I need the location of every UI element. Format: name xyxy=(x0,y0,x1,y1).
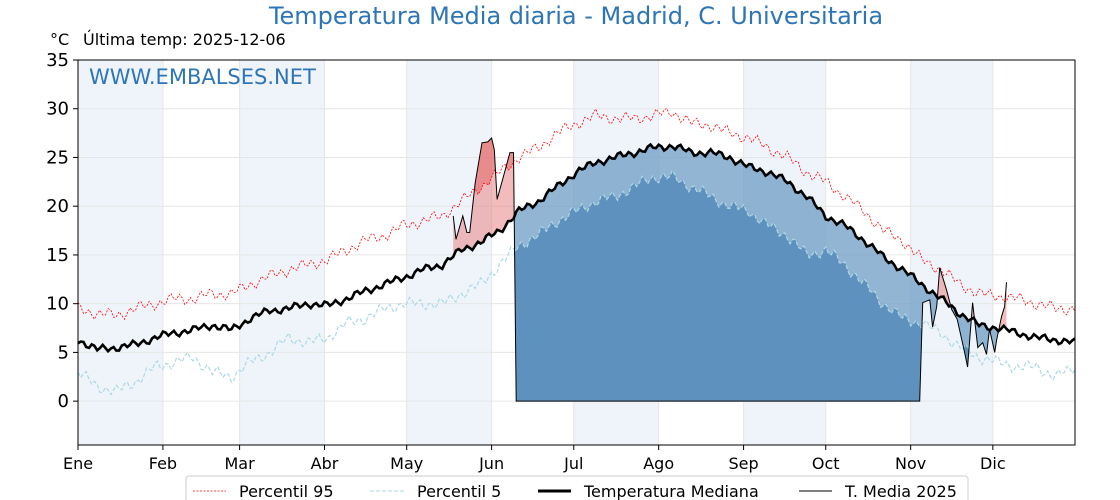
x-tick-label: Jul xyxy=(563,454,583,473)
x-tick-label: May xyxy=(390,454,423,473)
p5-line xyxy=(77,169,1076,396)
watermark: WWW.EMBALSES.NET xyxy=(89,65,316,89)
month-band xyxy=(406,60,492,445)
x-tick-label: Dic xyxy=(980,454,1006,473)
y-tick-label: 20 xyxy=(46,196,69,217)
legend: Percentil 95 Percentil 5 Temperatura Med… xyxy=(185,475,969,500)
legend-box xyxy=(185,475,969,500)
y-tick-label: 25 xyxy=(46,147,69,168)
legend-median-label: Temperatura Mediana xyxy=(583,482,759,500)
month-band xyxy=(910,60,993,445)
month-band xyxy=(78,60,163,445)
plot-frame xyxy=(77,59,1076,446)
x-tick-label: Jun xyxy=(478,454,504,473)
unit-label: °C xyxy=(50,30,69,49)
x-tick-label: Nov xyxy=(895,454,926,473)
y-tick-label: 10 xyxy=(46,294,69,315)
y-tick-label: 0 xyxy=(58,391,69,412)
legend-2025-label: T. Media 2025 xyxy=(844,482,957,500)
y-tick-label: 15 xyxy=(46,245,69,266)
month-band xyxy=(239,60,325,445)
fill-below-median xyxy=(453,144,1007,402)
x-tick-label: Ene xyxy=(63,454,93,473)
x-tick-label: Mar xyxy=(225,454,256,473)
last-temp-label: Última temp: 2025-12-06 xyxy=(83,30,286,49)
y-tick-label: 30 xyxy=(46,99,69,120)
legend-p95-label: Percentil 95 xyxy=(239,482,334,500)
chart-title: Temperatura Media diaria - Madrid, C. Un… xyxy=(268,2,883,30)
x-tick-label: Sep xyxy=(729,454,759,473)
legend-p5-label: Percentil 5 xyxy=(417,482,501,500)
x-tick-label: Oct xyxy=(812,454,840,473)
y-tick-label: 35 xyxy=(46,50,69,71)
t2025-line xyxy=(452,136,1007,402)
x-tick-label: Feb xyxy=(149,454,177,473)
x-tick-label: Ago xyxy=(643,454,674,473)
x-tick-label: Abr xyxy=(311,454,339,473)
median-line xyxy=(77,142,1076,354)
p95-line xyxy=(77,107,1076,321)
y-tick-label: 5 xyxy=(58,342,69,363)
